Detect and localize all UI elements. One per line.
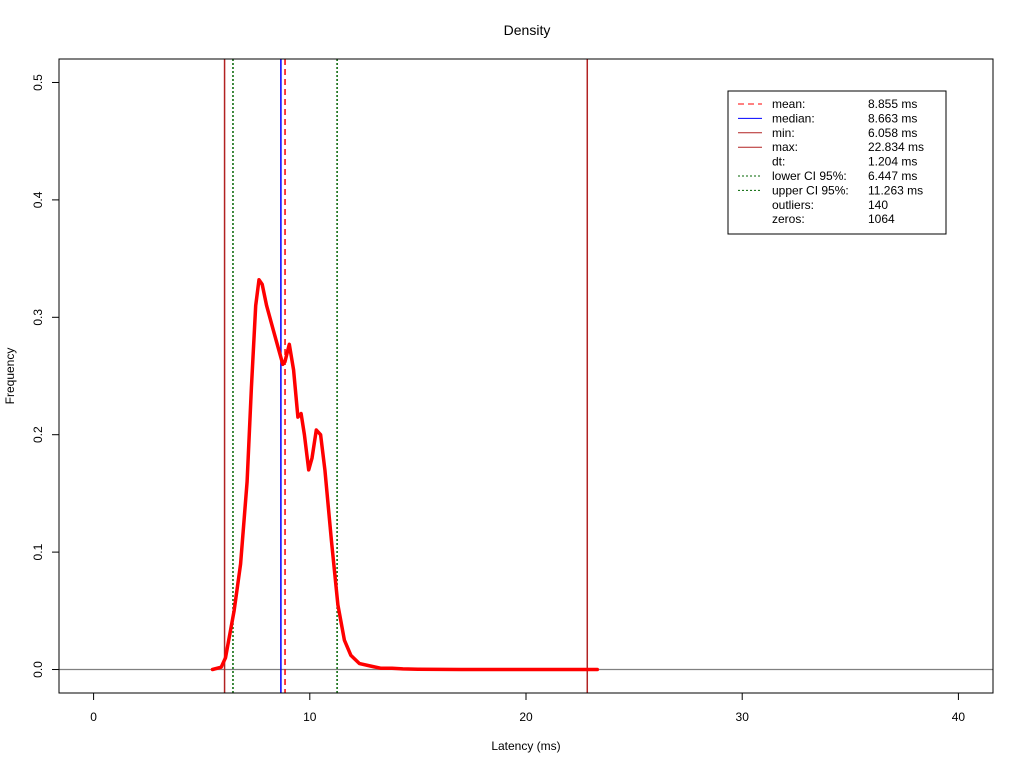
legend-value: 22.834 ms: [868, 140, 924, 154]
y-axis-title: Frequency: [3, 348, 17, 405]
legend-box: [727, 90, 947, 235]
legend: mean: 8.855 ms median: 8.663 ms min: 6.058 ms…: [727, 90, 947, 235]
legend-value: 8.855 ms: [868, 97, 917, 111]
x-tick-label: 20: [519, 710, 533, 724]
legend-label: dt:: [772, 155, 785, 169]
legend-value: 11.263 ms: [868, 183, 923, 197]
legend-value: 1064: [868, 212, 895, 226]
legend-label: outliers:: [772, 198, 814, 212]
legend-label: lower CI 95%:: [772, 169, 847, 183]
x-tick-label: 30: [736, 710, 750, 724]
x-tick-label: 10: [303, 710, 317, 724]
legend-value: 1.204 ms: [868, 155, 917, 169]
y-tick-label: 0.1: [31, 543, 45, 560]
x-tick-label: 0: [90, 710, 97, 724]
chart-title: Density: [504, 22, 551, 38]
legend-value: 140: [868, 198, 888, 212]
y-tick-label: 0.3: [31, 309, 45, 326]
density-line: [210, 277, 600, 672]
x-axis-title: Latency (ms): [491, 739, 560, 753]
legend-value: 8.663 ms: [868, 111, 917, 125]
legend-label: min:: [772, 126, 795, 140]
y-tick-label: 0.0: [31, 661, 45, 678]
y-tick-label: 0.2: [31, 426, 45, 443]
axis-layer: 0 10 20 30 40 0.0 0.1 0.2 0.3 0.4 0.5: [31, 74, 965, 724]
legend-label: mean:: [772, 97, 805, 111]
y-tick-label: 0.5: [31, 74, 45, 91]
x-tick-label: 40: [952, 710, 966, 724]
legend-label: upper CI 95%:: [772, 183, 849, 197]
y-tick-label: 0.4: [31, 191, 45, 208]
plot-layer: [59, 59, 993, 693]
legend-value: 6.447 ms: [868, 169, 917, 183]
legend-label: median:: [772, 111, 815, 125]
legend-label: max:: [772, 140, 798, 154]
legend-value: 6.058 ms: [868, 126, 917, 140]
legend-label: zeros:: [772, 212, 805, 226]
